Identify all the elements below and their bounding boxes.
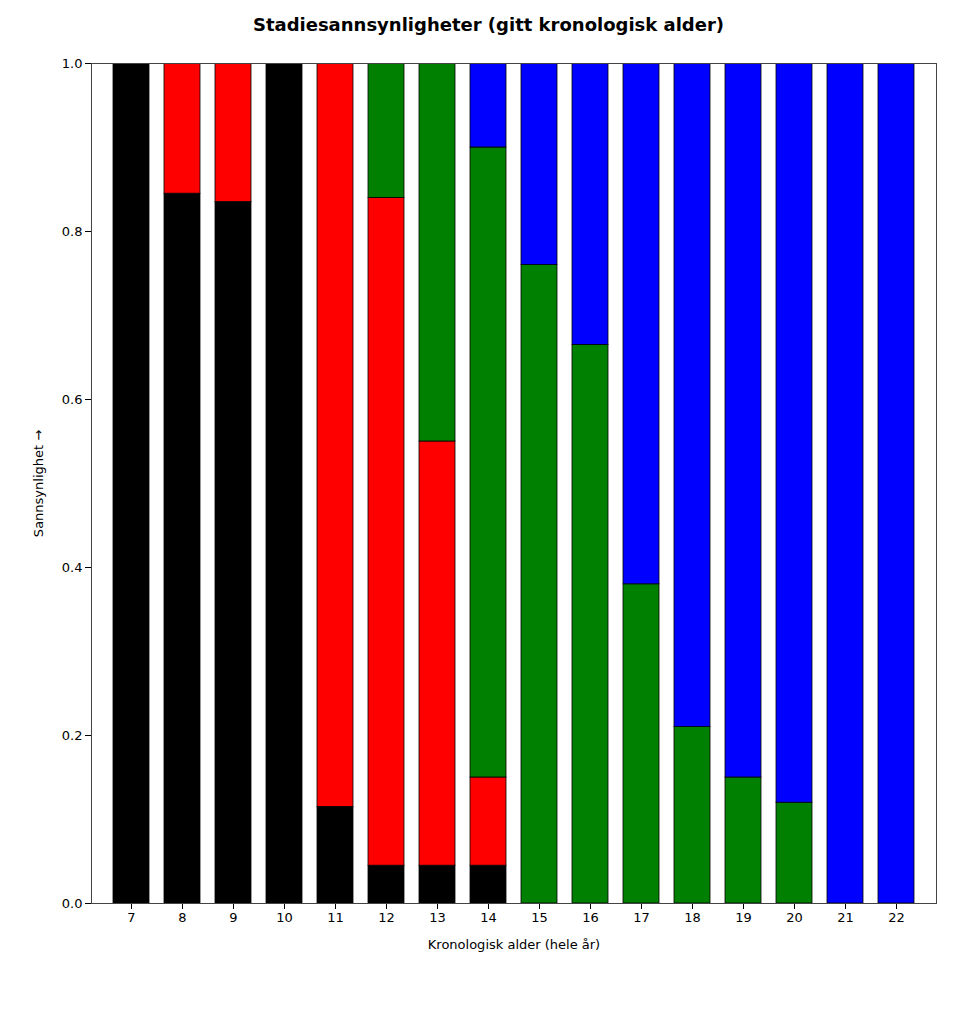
svg-text:17: 17 <box>633 910 650 925</box>
svg-text:22: 22 <box>888 910 905 925</box>
svg-text:10: 10 <box>276 910 293 925</box>
html-text:Stadiesannsynligheter (gitt kr: Stadiesannsynligheter (gitt kronologisk … <box>252 14 725 35</box>
svg-text:0.8: 0.8 <box>62 224 83 239</box>
svg-text:16: 16 <box>582 910 599 925</box>
svg-text:11: 11 <box>327 910 344 925</box>
svg-text:8: 8 <box>178 910 186 925</box>
svg-text:1.0: 1.0 <box>62 56 83 71</box>
svg-text:9: 9 <box>229 910 237 925</box>
svg-text:21: 21 <box>837 910 854 925</box>
svg-text:13: 13 <box>429 910 446 925</box>
svg-text:0.4: 0.4 <box>62 560 83 575</box>
svg-text:19: 19 <box>735 910 752 925</box>
svg-text:12: 12 <box>378 910 395 925</box>
svg-text:0.0: 0.0 <box>62 896 83 911</box>
svg-text:Sannsynlighet →: Sannsynlighet → <box>31 430 46 537</box>
svg-text:20: 20 <box>786 910 803 925</box>
svg-text:14: 14 <box>480 910 497 925</box>
svg-text:0.2: 0.2 <box>62 728 83 743</box>
svg-text:18: 18 <box>684 910 701 925</box>
svg-text:7: 7 <box>127 910 135 925</box>
svg-text:0.6: 0.6 <box>62 392 83 407</box>
svg-text:Kronologisk alder (hele år): Kronologisk alder (hele år) <box>428 937 600 952</box>
svg-text:15: 15 <box>531 910 548 925</box>
